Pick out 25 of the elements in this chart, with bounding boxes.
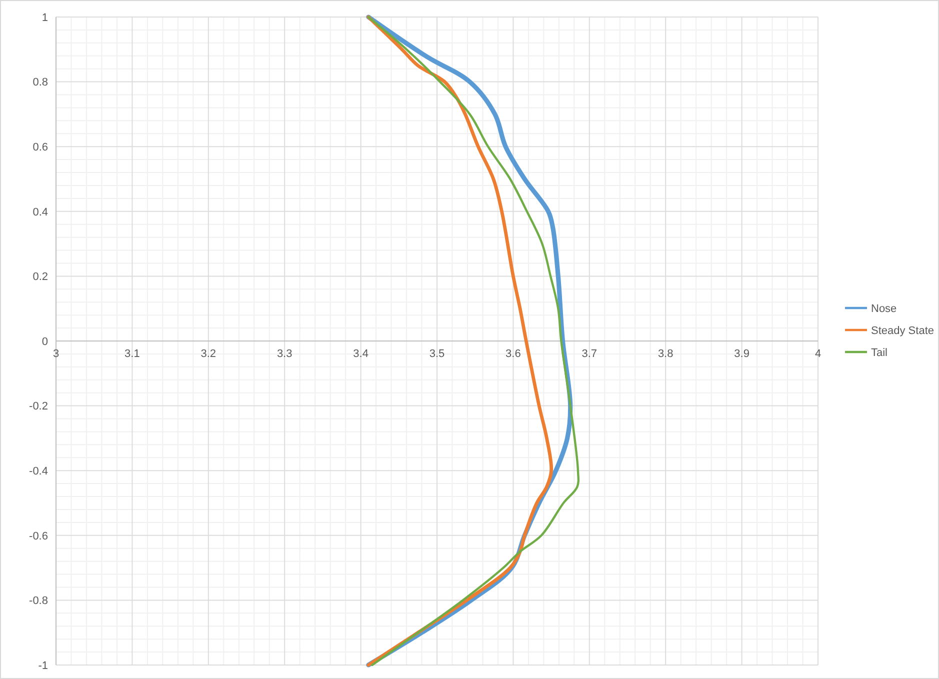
x-tick-label: 3.1 bbox=[124, 348, 140, 360]
x-tick-label: 3.6 bbox=[506, 348, 521, 360]
legend-label: Tail bbox=[871, 346, 888, 359]
y-tick-label: 0.6 bbox=[32, 141, 48, 154]
y-tick-label: -0.4 bbox=[29, 465, 48, 478]
y-tick-label: 0.8 bbox=[32, 76, 48, 89]
x-tick-label: 3.9 bbox=[734, 348, 750, 360]
y-tick-label: -1 bbox=[38, 660, 48, 672]
y-tick-label: -0.6 bbox=[29, 530, 48, 542]
legend-label: Steady State bbox=[871, 324, 934, 337]
legend-label: Nose bbox=[871, 302, 897, 315]
x-tick-label: 3.7 bbox=[582, 348, 598, 360]
x-tick-label: 4 bbox=[814, 348, 822, 360]
x-tick-label: 3.2 bbox=[200, 348, 216, 360]
y-tick-label: -0.2 bbox=[29, 400, 48, 413]
x-tick-label: 3.3 bbox=[276, 348, 292, 360]
y-tick-label: 0.2 bbox=[32, 271, 48, 284]
x-tick-label: 3 bbox=[52, 348, 60, 360]
y-tick-label: 0.4 bbox=[32, 206, 48, 218]
y-tick-label: 0 bbox=[42, 336, 48, 348]
x-tick-label: 3.4 bbox=[353, 348, 368, 360]
y-tick-label: -0.8 bbox=[29, 595, 48, 608]
x-tick-label: 3.5 bbox=[429, 348, 445, 360]
x-tick-label: 3.8 bbox=[658, 348, 674, 360]
y-tick-label: 1 bbox=[42, 12, 48, 24]
